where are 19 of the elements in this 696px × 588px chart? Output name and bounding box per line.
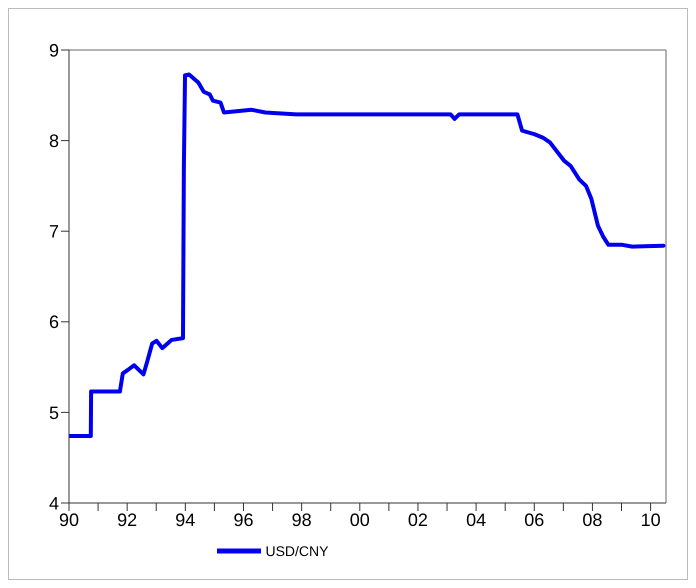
x-tick-label: 98 [292, 510, 312, 530]
x-tick-label: 10 [640, 510, 661, 530]
x-tick-label: 94 [175, 510, 196, 530]
legend-label: USD/CNY [265, 543, 328, 559]
y-tick-label: 8 [48, 130, 59, 151]
x-tick-label: 02 [408, 510, 428, 530]
y-tick-label: 6 [48, 312, 59, 332]
y-tick-label: 5 [48, 402, 59, 423]
x-tick-label: 08 [582, 510, 602, 530]
x-tick-label: 92 [117, 510, 138, 530]
line-series [69, 72, 666, 438]
x-tick-label: 04 [466, 510, 486, 530]
y-tick-label: 7 [48, 222, 59, 242]
y-tick-label: 4 [48, 493, 59, 514]
x-tick-label: 00 [350, 510, 370, 530]
y-tick-label: 9 [48, 40, 59, 60]
x-tick-label: 96 [233, 510, 254, 530]
x-tick-label: 06 [524, 510, 544, 530]
x-tick-label: 90 [58, 510, 80, 530]
